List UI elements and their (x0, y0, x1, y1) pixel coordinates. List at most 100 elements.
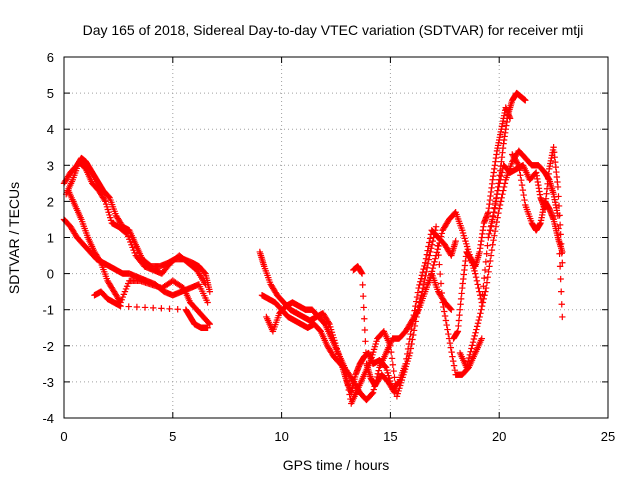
data-point (496, 201, 504, 209)
y-tick-label: 5 (47, 86, 54, 101)
data-point (516, 167, 523, 174)
data-point (422, 272, 429, 280)
data-point (201, 269, 208, 276)
data-point (204, 299, 211, 306)
data-point (464, 361, 471, 368)
data-point (559, 259, 566, 266)
axis-ticks: 0 5 10 15 20 25 -4 -3 -2 -1 0 1 2 3 4 5 6 (42, 50, 615, 444)
data-point (427, 248, 434, 256)
series-track-g (258, 270, 455, 404)
data-point (410, 331, 417, 339)
data-point (362, 338, 369, 345)
data-point (413, 293, 421, 301)
data-point (423, 264, 431, 271)
data-point (436, 239, 443, 247)
data-point (436, 236, 444, 243)
data-point (519, 186, 527, 194)
data-point (483, 279, 491, 286)
data-point (554, 183, 562, 191)
data-point (437, 280, 445, 287)
data-point (463, 364, 470, 371)
data-point (375, 367, 382, 374)
data-point (382, 363, 389, 370)
x-tick-label: 5 (169, 429, 176, 444)
data-point (497, 176, 504, 183)
data-point (482, 258, 490, 266)
data-point (447, 344, 454, 351)
data-point (482, 288, 489, 295)
data-point (388, 355, 396, 362)
data-point (478, 335, 485, 342)
data-point (467, 348, 474, 355)
data-point (438, 230, 446, 237)
series-track-i (350, 263, 398, 396)
y-tick-label: 1 (47, 231, 54, 246)
data-point (368, 390, 376, 397)
data-point (448, 348, 455, 356)
data-point (425, 256, 432, 263)
data-point (487, 227, 494, 234)
data-point (437, 233, 445, 240)
series-track-n (509, 151, 566, 256)
grid (64, 57, 608, 418)
data-point (101, 196, 108, 204)
data-point (485, 230, 493, 238)
data-point (455, 317, 463, 324)
data-point (477, 310, 484, 317)
data-point (494, 187, 502, 194)
data-point (421, 276, 428, 284)
data-point (478, 302, 486, 310)
data-point (417, 275, 425, 282)
data-point (491, 227, 499, 235)
data-point (122, 229, 130, 237)
data-point (428, 245, 435, 252)
data-point (417, 278, 424, 285)
data-point (409, 336, 416, 343)
data-point (361, 326, 369, 334)
data-point (473, 326, 480, 333)
data-point (411, 322, 419, 330)
x-tick-label: 10 (274, 429, 288, 444)
data-point (450, 357, 457, 365)
data-point (362, 349, 370, 356)
y-tick-label: -1 (42, 303, 54, 318)
data-point (500, 187, 507, 194)
data-point (424, 260, 432, 267)
data-point (473, 277, 481, 285)
data-point (166, 305, 173, 312)
data-point (472, 274, 480, 281)
data-point (410, 327, 418, 334)
chart-title: Day 165 of 2018, Sidereal Day-to-day VTE… (83, 22, 584, 38)
y-tick-label: 6 (47, 50, 54, 65)
data-point (455, 322, 462, 330)
data-point (428, 271, 435, 278)
data-point (389, 361, 397, 368)
data-point (346, 391, 353, 398)
data-point (440, 303, 447, 311)
data-point (343, 373, 350, 380)
data-point (480, 295, 487, 303)
data-point (150, 304, 157, 312)
data-point (464, 357, 472, 365)
data-point (520, 191, 527, 199)
data-point (407, 345, 414, 352)
data-point (490, 209, 497, 216)
data-point (521, 196, 528, 204)
data-point (492, 223, 500, 230)
data-point (556, 212, 563, 219)
data-point (419, 284, 427, 292)
data-point (506, 115, 514, 122)
data-point (493, 195, 500, 202)
data-point (469, 342, 476, 349)
y-tick-label: 2 (47, 194, 54, 209)
data-point (476, 313, 483, 321)
data-point (360, 304, 367, 311)
data-point (436, 261, 443, 268)
data-point (426, 252, 433, 259)
data-point (555, 202, 563, 210)
data-point (485, 234, 492, 241)
series-track-d (65, 187, 213, 328)
data-point (430, 234, 437, 241)
data-point (390, 367, 397, 375)
data-point (469, 338, 477, 346)
